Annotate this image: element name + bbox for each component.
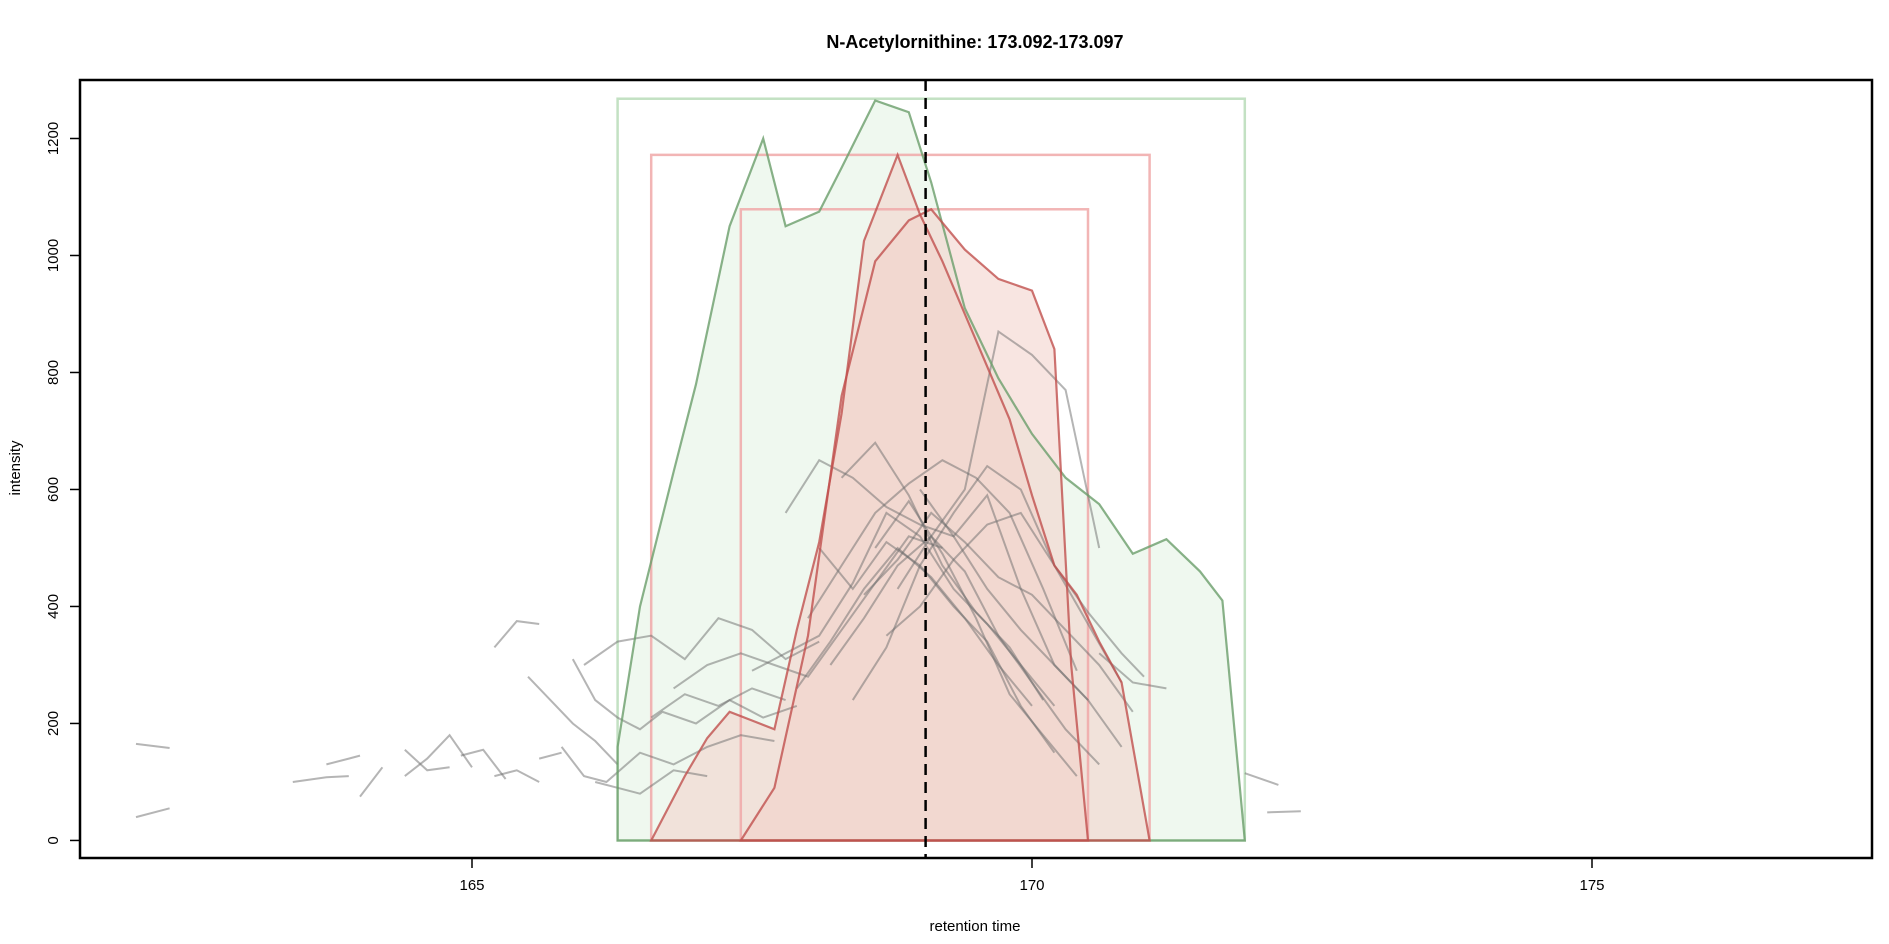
trace-line-35: [494, 769, 540, 783]
trace-line-20: [571, 658, 798, 731]
y-tick-label: 400: [45, 594, 62, 619]
x-tick-label: 175: [1579, 877, 1604, 894]
trace-line-34: [460, 748, 507, 780]
peak-line-2: [738, 207, 1090, 842]
trace-line-36: [538, 751, 562, 760]
trace-line-12: [795, 546, 1033, 707]
trace-line-4: [807, 459, 1078, 672]
x-tick-label: 165: [459, 877, 484, 894]
trace-line-28: [135, 807, 170, 819]
trace-line-26: [1267, 810, 1301, 814]
trace-line-29: [292, 775, 349, 783]
trace-line-7: [851, 464, 1123, 701]
y-tick-label: 1200: [45, 122, 62, 155]
trace-line-33: [404, 749, 450, 772]
y-tick-label: 600: [45, 477, 62, 502]
trace-line-18: [583, 617, 820, 666]
peak-area-2: [740, 209, 1088, 841]
peak-line-0: [616, 99, 1247, 842]
x-axis-label: retention time: [930, 918, 1021, 935]
trace-line-5: [829, 329, 1101, 666]
trace-line-9: [818, 540, 1056, 754]
trace-line-23: [493, 620, 540, 649]
y-tick-label: 0: [45, 836, 62, 844]
trace-line-31: [359, 766, 384, 798]
trace-line-22: [527, 676, 619, 766]
trace-line-8: [874, 499, 1078, 777]
trace-line-3: [784, 458, 1089, 701]
axis-layer: 165 170 175 0 200 400 600 800 1000 1200: [45, 122, 1605, 894]
plot-frame: [78, 78, 1874, 860]
trace-line-17: [650, 687, 786, 719]
trace-line-14: [840, 441, 1045, 701]
chart-title: N-Acetylornithine: 173.092-173.097: [826, 32, 1123, 52]
x-tick-label: 170: [1019, 877, 1044, 894]
y-axis-label: intensity: [7, 440, 24, 496]
trace-line-27: [135, 742, 170, 749]
trace-line-15: [885, 511, 1145, 678]
y-tick-label: 200: [45, 711, 62, 736]
trace-line-19: [560, 734, 775, 784]
plot-layer: [135, 80, 1301, 858]
trace-line-16: [673, 535, 943, 690]
trace-line-11: [863, 511, 1134, 713]
trace-line-13: [919, 488, 1123, 748]
y-tick-label: 800: [45, 360, 62, 385]
trace-line-21: [594, 769, 708, 795]
trace-line-30: [326, 754, 361, 766]
trace-line-25: [1244, 772, 1279, 786]
trace-line-32: [404, 733, 473, 777]
y-tick-label: 1000: [45, 239, 62, 272]
